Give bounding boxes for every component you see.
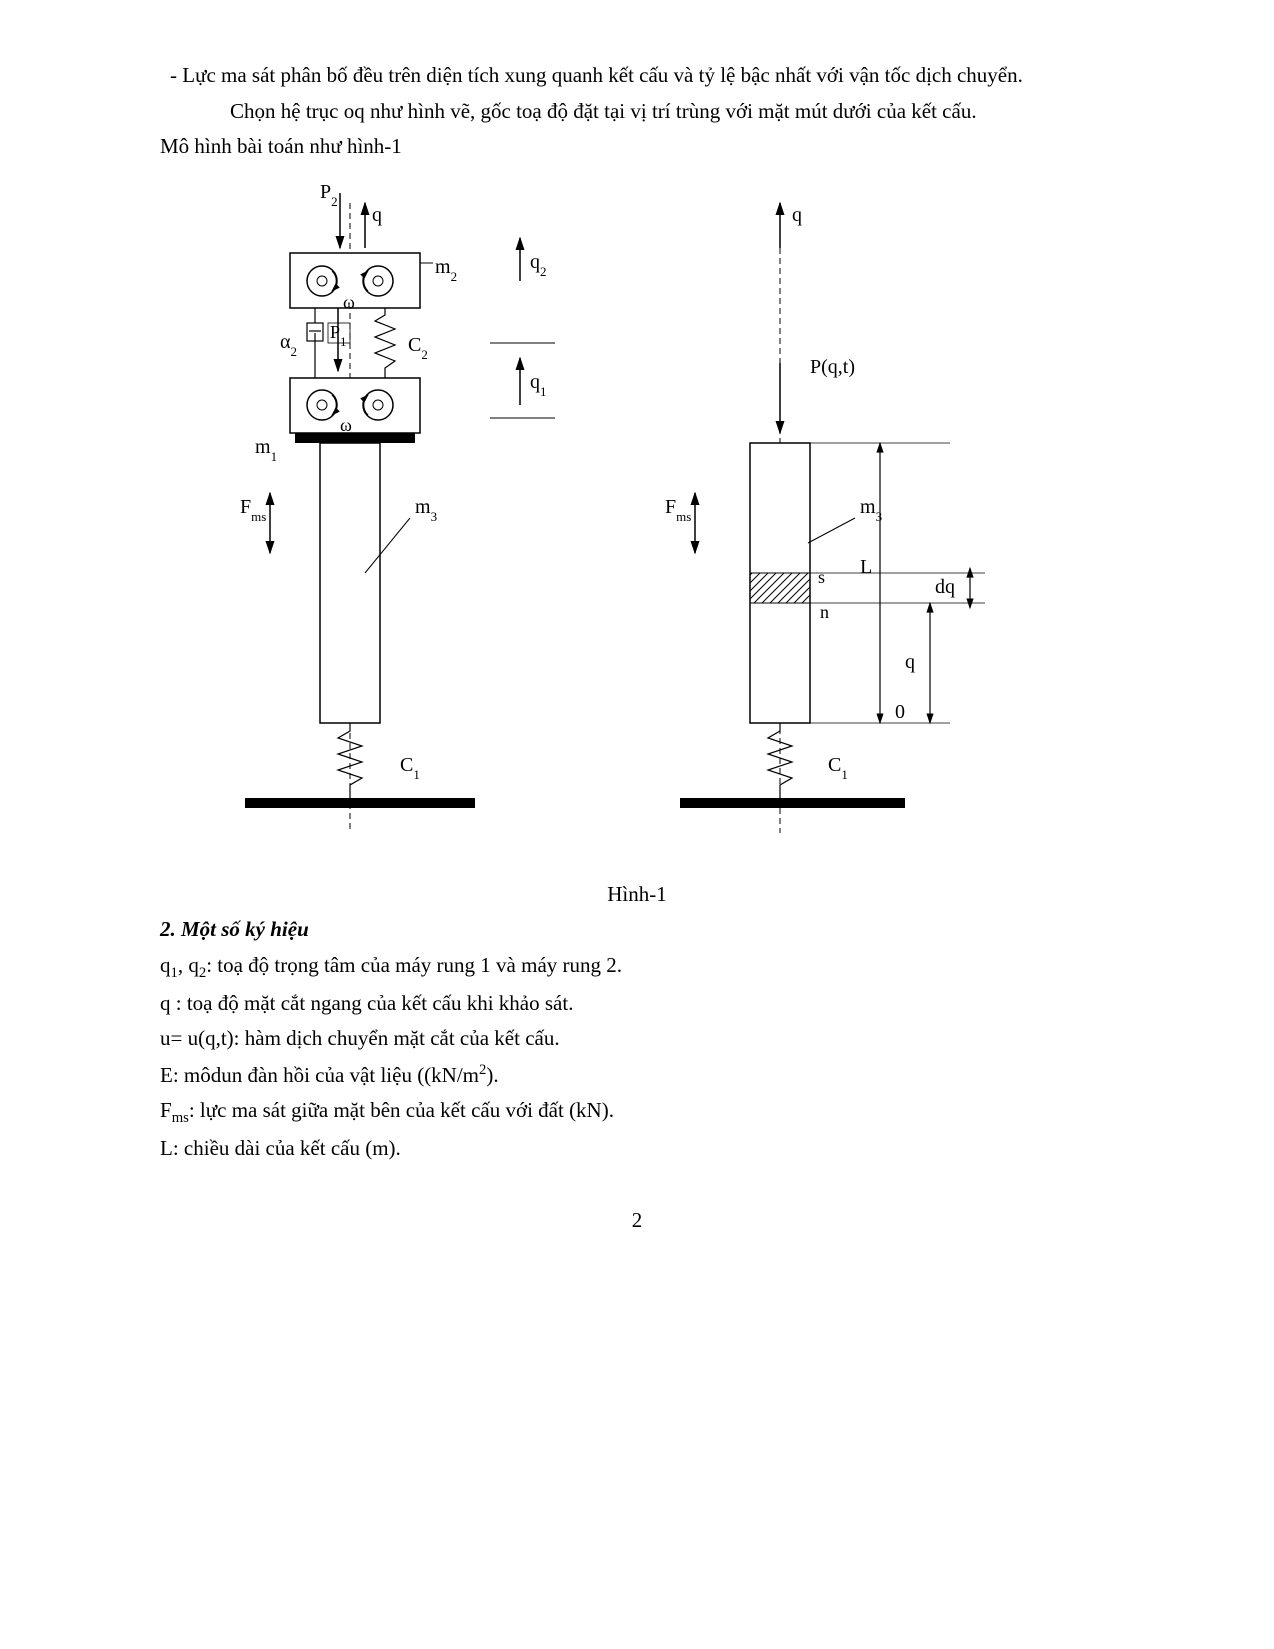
para-axis: Chọn hệ trục oq như hình vẽ, gốc toạ độ …: [100, 96, 1174, 128]
svg-text:P(q,t): P(q,t): [810, 356, 855, 378]
svg-text:m3: m3: [860, 496, 882, 524]
svg-text:0: 0: [895, 701, 905, 723]
figure-svg: P2 q ω m2 α2 P1 C2: [160, 173, 1060, 873]
svg-text:Fms: Fms: [665, 496, 691, 524]
def-L: L: chiều dài của kết cấu (m).: [100, 1133, 1174, 1165]
svg-text:q1: q1: [530, 371, 547, 399]
def-E: E: môdun đàn hồi của vật liệu ((kN/m2).: [100, 1059, 1174, 1092]
def-q1q2: q1, q2: toạ độ trọng tâm của máy rung 1 …: [100, 950, 1174, 984]
svg-text:Fms: Fms: [240, 496, 266, 524]
right-diagram: q P(q,t) s n Fms m3 L dq q 0 C1: [665, 203, 985, 833]
bullet-text: - Lực ma sát phân bố đều trên diện tích …: [170, 63, 1023, 87]
svg-text:C1: C1: [400, 754, 420, 782]
def-q: q : toạ độ mặt cắt ngang của kết cấu khi…: [100, 988, 1174, 1020]
svg-text:ω: ω: [343, 292, 355, 312]
svg-text:m1: m1: [255, 436, 277, 464]
svg-text:m3: m3: [415, 496, 437, 524]
svg-text:C2: C2: [408, 334, 428, 362]
def-Fms: Fms: lực ma sát giữa mặt bên của kết cấu…: [100, 1095, 1174, 1129]
svg-text:ω: ω: [340, 415, 352, 435]
svg-text:m2: m2: [435, 256, 457, 284]
svg-text:s: s: [818, 567, 825, 587]
def-u: u= u(q,t): hàm dịch chuyển mặt cắt của k…: [100, 1023, 1174, 1055]
svg-text:q: q: [905, 651, 915, 673]
figure-1: P2 q ω m2 α2 P1 C2: [160, 173, 1174, 873]
svg-text:dq: dq: [935, 576, 955, 598]
svg-text:n: n: [820, 602, 829, 622]
svg-text:q: q: [792, 204, 802, 226]
bullet-friction: - Lực ma sát phân bố đều trên diện tích …: [100, 60, 1174, 92]
svg-text:q2: q2: [530, 251, 547, 279]
page-number: 2: [100, 1205, 1174, 1237]
svg-text:α2: α2: [280, 331, 297, 359]
para-model: Mô hình bài toán như hình-1: [100, 131, 1174, 163]
figure-caption: Hình-1: [100, 879, 1174, 911]
svg-text:q: q: [372, 204, 382, 226]
svg-text:L: L: [860, 556, 872, 578]
left-diagram: P2 q ω m2 α2 P1 C2: [240, 181, 555, 833]
svg-text:P2: P2: [320, 181, 338, 209]
section-title: 2. Một số ký hiệu: [100, 914, 1174, 946]
svg-text:C1: C1: [828, 754, 848, 782]
